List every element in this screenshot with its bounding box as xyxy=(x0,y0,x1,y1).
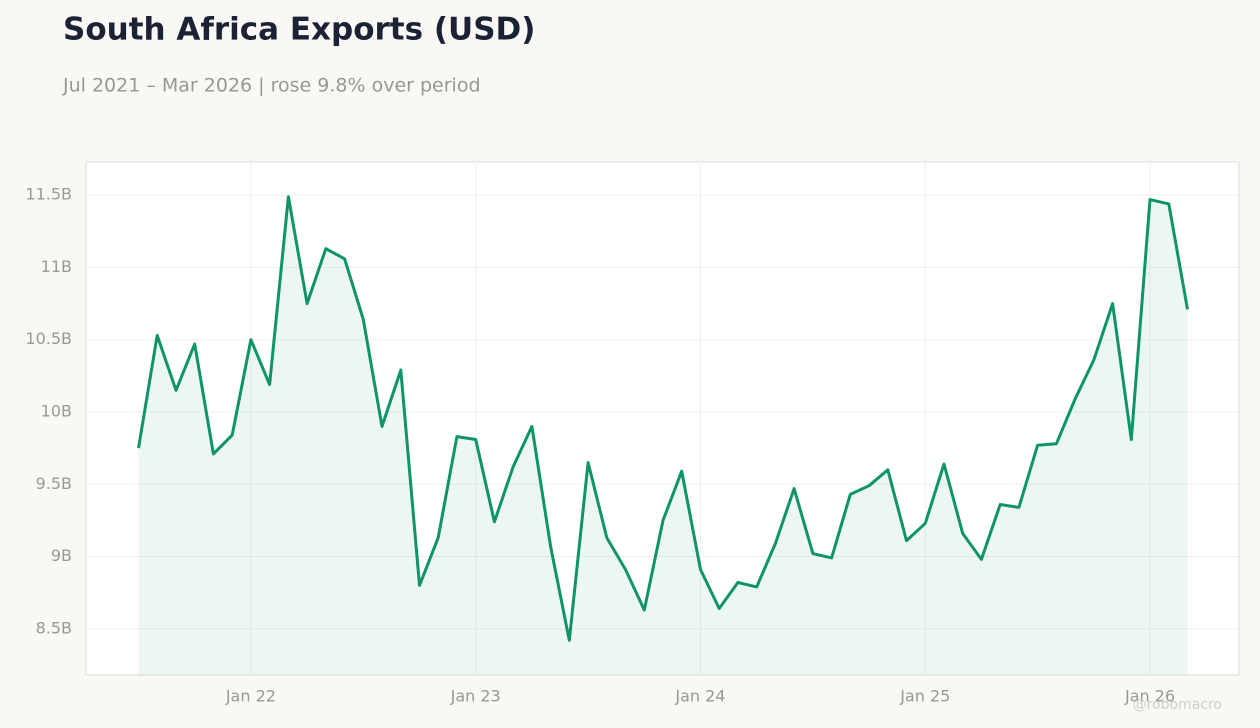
line xyxy=(137,195,1189,642)
x-tick-label: Jan 23 xyxy=(450,687,501,706)
y-tick-label: 10.5B xyxy=(25,329,72,348)
plot-area xyxy=(85,161,1240,676)
x-tick-label: Jan 24 xyxy=(674,687,725,706)
chart-title: South Africa Exports (USD) xyxy=(63,12,535,48)
y-tick-label: 10B xyxy=(41,401,72,420)
x-tick-label: Jan 22 xyxy=(225,687,276,706)
y-tick-label: 8.5B xyxy=(36,618,72,637)
x-tick-label: Jan 26 xyxy=(1124,687,1175,706)
y-tick-label: 9B xyxy=(51,546,72,565)
chart-subtitle: Jul 2021 – Mar 2026 | rose 9.8% over per… xyxy=(62,75,481,97)
x-tick-label: Jan 25 xyxy=(899,687,950,706)
y-tick-label: 9.5B xyxy=(36,474,72,493)
y-tick-label: 11B xyxy=(41,257,72,276)
y-tick-label: 11.5B xyxy=(25,185,72,204)
area-fill xyxy=(138,196,1188,675)
watermark: @robomacro xyxy=(1133,697,1222,713)
